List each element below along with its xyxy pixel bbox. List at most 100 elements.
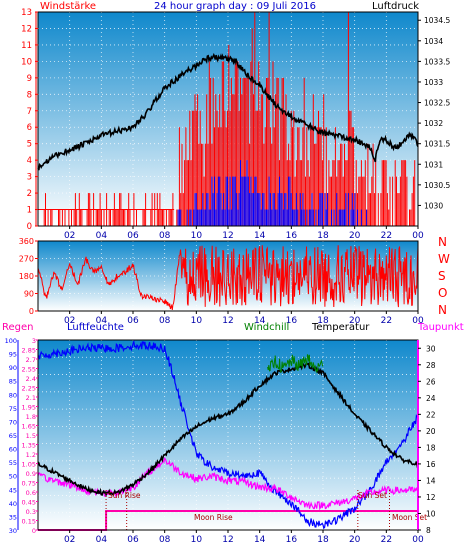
wind-axis-tick-label: 12: [21, 24, 32, 34]
pressure-axis-tick-label: 1032: [424, 119, 443, 128]
panel1-x-tick-label: 08: [159, 231, 171, 241]
humidity-axis-tick-label: 85: [9, 378, 17, 386]
windchill-line: [267, 354, 324, 374]
panel2-x-tick-label: 20: [349, 316, 361, 326]
pressure-axis-tick-label: 1031.5: [424, 140, 450, 149]
rain-axis-tick-label: 0.15: [22, 518, 36, 526]
wind-axis-tick-label: 8: [27, 90, 32, 100]
pressure-axis-tick-label: 1031: [424, 160, 443, 169]
wind-axis-tick-label: 13: [21, 8, 32, 18]
rain-axis-tick-label: 2.25: [22, 385, 36, 393]
wind-axis-tick-label: 6: [27, 123, 32, 133]
rain-axis-tick-label: 2.7: [26, 356, 36, 364]
wind-direction-line: [37, 245, 419, 310]
direction-axis-tick-label: 180: [19, 272, 34, 281]
rain-axis-tick-label: 2.4: [26, 375, 36, 383]
rain-axis-tick-label: 2.85: [22, 347, 36, 355]
rain-axis-tick-label: 3: [32, 337, 36, 345]
panel1-x-tick-label: 02: [64, 231, 75, 241]
direction-axis-tick-label: 270: [19, 255, 34, 264]
wind-axis-tick-label: 11: [21, 41, 32, 51]
wind-axis-tick-label: 7: [27, 107, 32, 117]
panel1-x-tick-label: 22: [381, 231, 392, 241]
legend-windchill: Windchill: [244, 322, 289, 333]
wind-axis-tick-label: 2: [27, 189, 32, 199]
panel2-x-tick-label: 16: [286, 316, 298, 326]
wind-axis-tick-label: 5: [27, 140, 32, 150]
compass-label: W: [438, 252, 450, 266]
wind-axis-tick-label: 10: [21, 57, 32, 67]
panel2-x-tick-label: 00: [412, 316, 424, 326]
direction-axis-tick-label: 90: [24, 290, 34, 299]
humidity-axis-tick-label: 30: [9, 527, 17, 535]
panel2-x-tick-label: 12: [222, 316, 233, 326]
wind-axis-tick-label: 0: [27, 222, 32, 232]
legend-taupunkt: Taupunkt: [417, 322, 464, 333]
rain-axis-tick-label: 0.9: [26, 470, 36, 478]
legend-luftfeuchte: Luftfeuchte: [67, 322, 124, 333]
astro-label: Sun Rise: [108, 491, 141, 500]
panel1-x-tick-label: 14: [254, 231, 266, 241]
wind-axis-title: Windstärke: [40, 1, 96, 12]
humidity-axis-tick-label: 95: [9, 351, 17, 359]
panel3-x-tick-label: 14: [254, 535, 266, 545]
humidity-axis-tick-label: 65: [9, 432, 17, 440]
rain-axis-tick-label: 0.75: [22, 480, 36, 488]
panel2-x-tick-label: 18: [317, 316, 329, 326]
panel3-x-tick-label: 16: [286, 535, 298, 545]
temp-axis-tick-label: 18: [426, 443, 436, 452]
rain-axis-tick-label: 1.35: [22, 442, 36, 450]
temp-axis-tick-label: 26: [426, 377, 436, 386]
panel2-x-tick-label: 02: [64, 316, 75, 326]
legend-regen: Regen: [2, 322, 34, 333]
humidity-axis-tick-label: 35: [9, 513, 17, 521]
panel1-x-tick-label: 10: [191, 231, 203, 241]
panel2-x-tick-label: 14: [254, 316, 266, 326]
humidity-line: [37, 339, 419, 530]
compass-label: O: [438, 286, 447, 300]
panel1-x-tick-label: 20: [349, 231, 361, 241]
humidity-axis-tick-label: 55: [9, 459, 17, 467]
wind-axis-tick-label: 9: [27, 74, 32, 84]
rain-axis-tick-label: 1.65: [22, 423, 36, 431]
wind-axis-tick-label: 4: [27, 156, 32, 166]
pressure-axis-tick-label: 1034.5: [424, 16, 450, 25]
humidity-axis-tick-label: 90: [9, 364, 17, 372]
panel2-x-tick-label: 10: [191, 316, 203, 326]
rain-axis-tick-label: 1.2: [26, 451, 36, 459]
panel3-x-tick-label: 22: [381, 535, 392, 545]
temp-axis-tick-label: 24: [426, 394, 436, 403]
humidity-axis-tick-label: 100: [5, 337, 17, 345]
temp-axis-tick-label: 12: [426, 493, 436, 502]
temp-axis-tick-label: 22: [426, 410, 436, 419]
panel1-x-tick-label: 00: [412, 231, 424, 241]
temp-axis-tick-label: 16: [426, 460, 436, 469]
temp-axis-tick-label: 8: [426, 526, 431, 535]
pressure-axis-tick-label: 1033: [424, 78, 443, 87]
pressure-axis-tick-label: 1030.5: [424, 181, 450, 190]
rain-axis-tick-label: 1.95: [22, 404, 36, 412]
rain-axis-tick-label: 0.45: [22, 499, 36, 507]
pressure-line: [37, 52, 419, 171]
panel2-x-tick-label: 06: [127, 316, 139, 326]
panel1-x-tick-label: 12: [222, 231, 233, 241]
humidity-axis-tick-label: 80: [9, 391, 17, 399]
humidity-axis-tick-label: 45: [9, 486, 17, 494]
panel2-x-tick-label: 08: [159, 316, 171, 326]
panel2-x-tick-label: 04: [96, 316, 108, 326]
pressure-axis-tick-label: 1032.5: [424, 99, 450, 108]
direction-axis-tick-label: 360: [19, 237, 34, 246]
temp-axis-tick-label: 30: [426, 344, 436, 353]
panel1-x-tick-label: 18: [317, 231, 329, 241]
rain-axis-tick-label: 2.55: [22, 366, 36, 374]
panel3-x-tick-label: 20: [349, 535, 361, 545]
pressure-axis-tick-label: 1030: [424, 201, 443, 210]
panel1-x-tick-label: 06: [127, 231, 139, 241]
panel3-x-tick-label: 00: [412, 535, 424, 545]
panel3-x-tick-label: 04: [96, 535, 108, 545]
humidity-axis-tick-label: 75: [9, 405, 17, 413]
panel3-x-tick-label: 02: [64, 535, 75, 545]
rain-axis-tick-label: 0.3: [26, 508, 36, 516]
humidity-axis-tick-label: 70: [9, 418, 17, 426]
